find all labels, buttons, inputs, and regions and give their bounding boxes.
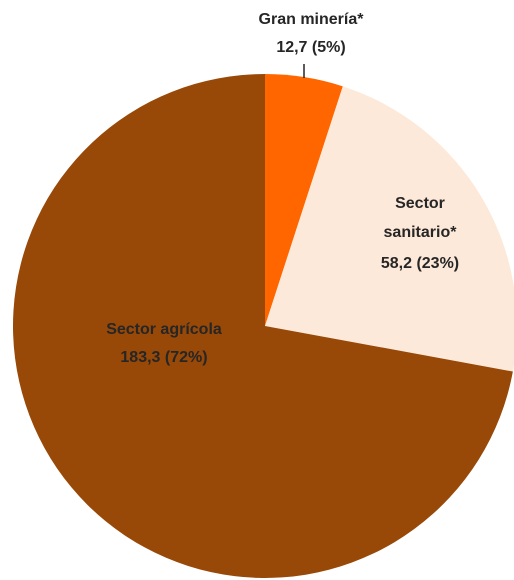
slice-label-sector-agricola: Sector agrícola bbox=[106, 321, 222, 338]
slice-value-sector-agricola: 183,3 (72%) bbox=[120, 349, 207, 366]
pie-slices bbox=[13, 74, 514, 579]
slice-label-sector-sanitario-line2: sanitario* bbox=[384, 224, 458, 241]
pie-slice-sector-agr-cola bbox=[13, 74, 513, 579]
slice-label-gran-mineria: Gran minería* bbox=[259, 11, 365, 28]
pie-slice-sector-sanitario bbox=[265, 86, 514, 372]
slice-label-sector-sanitario-line1: Sector bbox=[395, 195, 445, 212]
slice-value-gran-mineria: 12,7 (5%) bbox=[276, 39, 345, 56]
slice-value-sector-sanitario: 58,2 (23%) bbox=[381, 255, 459, 272]
pie-slice-gran-miner-a bbox=[265, 74, 343, 326]
